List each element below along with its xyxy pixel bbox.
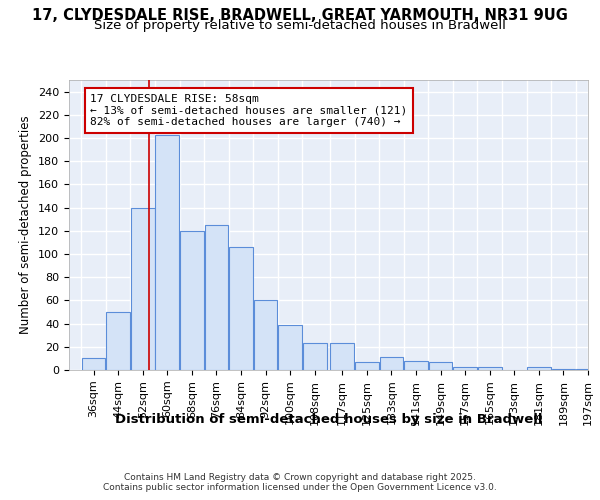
Bar xyxy=(131,208,155,370)
Bar xyxy=(254,300,277,370)
Bar xyxy=(180,231,203,370)
Bar xyxy=(106,312,130,370)
Bar xyxy=(82,358,106,370)
Text: 17, CLYDESDALE RISE, BRADWELL, GREAT YARMOUTH, NR31 9UG: 17, CLYDESDALE RISE, BRADWELL, GREAT YAR… xyxy=(32,8,568,22)
Bar xyxy=(380,357,403,370)
Bar xyxy=(429,362,452,370)
Bar xyxy=(527,366,551,370)
Bar xyxy=(331,344,354,370)
Bar xyxy=(303,344,326,370)
Bar xyxy=(155,134,179,370)
Bar xyxy=(278,325,302,370)
Bar xyxy=(454,366,477,370)
Bar xyxy=(404,360,428,370)
Text: Distribution of semi-detached houses by size in Bradwell: Distribution of semi-detached houses by … xyxy=(115,412,542,426)
Text: Size of property relative to semi-detached houses in Bradwell: Size of property relative to semi-detach… xyxy=(94,18,506,32)
Bar xyxy=(229,247,253,370)
Bar xyxy=(576,369,600,370)
Text: Contains public sector information licensed under the Open Government Licence v3: Contains public sector information licen… xyxy=(103,484,497,492)
Y-axis label: Number of semi-detached properties: Number of semi-detached properties xyxy=(19,116,32,334)
Text: Contains HM Land Registry data © Crown copyright and database right 2025.: Contains HM Land Registry data © Crown c… xyxy=(124,472,476,482)
Bar xyxy=(355,362,379,370)
Text: 17 CLYDESDALE RISE: 58sqm
← 13% of semi-detached houses are smaller (121)
82% of: 17 CLYDESDALE RISE: 58sqm ← 13% of semi-… xyxy=(91,94,408,127)
Bar xyxy=(551,369,575,370)
Bar xyxy=(205,225,228,370)
Bar xyxy=(478,366,502,370)
